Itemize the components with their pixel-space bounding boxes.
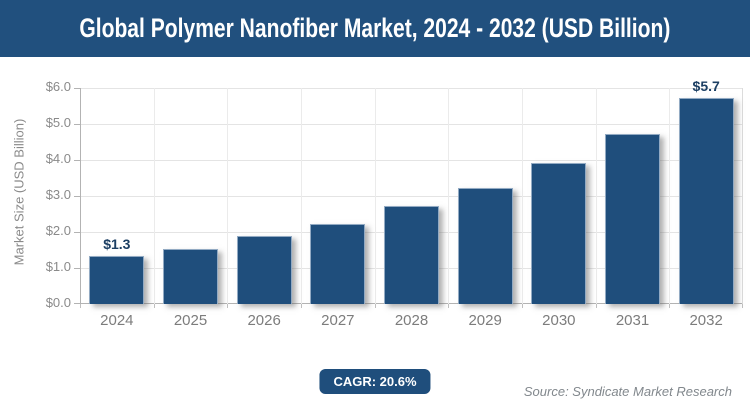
- gridline-v: [669, 88, 671, 304]
- x-tick-label: 2027: [321, 312, 355, 329]
- bar-2032: $5.7: [678, 78, 734, 304]
- bar-2029: [457, 187, 513, 304]
- gridline-v: [742, 88, 743, 304]
- gridline-v: [153, 88, 155, 304]
- gridline-v: [595, 88, 597, 304]
- gridline-h: [80, 88, 743, 89]
- x-axis-tick: [595, 304, 597, 308]
- bar-2025: [163, 249, 218, 304]
- chart-title-bar: Global Polymer Nanofiber Market, 2024 - …: [0, 0, 750, 57]
- y-tick-label: $5.0: [45, 115, 71, 130]
- y-axis-tick: [74, 160, 80, 161]
- bar-value-label: $5.7: [692, 77, 720, 94]
- x-axis-tick: [301, 304, 302, 308]
- gridline-v: [374, 88, 376, 304]
- x-tick-label: 2025: [173, 312, 208, 329]
- cagr-badge: CAGR: 20.6%: [319, 369, 431, 394]
- gridline-v: [448, 88, 450, 304]
- bar-2031: [605, 133, 660, 304]
- bar-2028: [384, 205, 439, 304]
- x-tick-label: 2031: [615, 312, 650, 329]
- x-axis-tick: [669, 304, 671, 308]
- gridline-h: [80, 160, 743, 161]
- bar-2024: $1.3: [89, 236, 145, 304]
- x-axis-tick: [742, 304, 743, 308]
- y-tick-label: $1.0: [45, 259, 71, 274]
- x-tick-label: 2029: [468, 312, 502, 329]
- y-axis-tick: [74, 88, 80, 89]
- plot-area: $1.3 $5.7: [74, 78, 743, 308]
- x-tick-label: 2024: [100, 312, 134, 329]
- gridline-v: [227, 88, 229, 304]
- x-axis-tick: [374, 304, 376, 308]
- y-axis-line: [80, 88, 81, 304]
- x-axis-tick: [153, 304, 155, 308]
- bar-2027: [310, 223, 366, 304]
- y-tick-label: $0.0: [45, 295, 71, 310]
- y-axis-tick: [74, 268, 80, 269]
- bar-2026: [236, 236, 292, 304]
- x-axis-tick: [227, 304, 229, 308]
- y-tick-label: $4.0: [45, 151, 71, 166]
- bar-value-label: $1.3: [103, 236, 131, 253]
- x-axis-tick: [448, 304, 450, 308]
- x-axis-tick: [522, 304, 523, 308]
- x-tick-label: 2028: [394, 312, 429, 329]
- bar-2030: [531, 162, 587, 304]
- source-note: Source: Syndicate Market Research: [523, 384, 732, 399]
- chart-title: Global Polymer Nanofiber Market, 2024 - …: [79, 13, 671, 43]
- gridline-v: [301, 88, 302, 304]
- y-tick-label: $2.0: [45, 223, 71, 238]
- x-axis-tick: [80, 304, 81, 308]
- gridline-h: [80, 196, 743, 197]
- gridline-h: [80, 124, 743, 125]
- gridline-v: [522, 88, 523, 304]
- y-axis-tick: [74, 124, 80, 125]
- x-tick-label: 2026: [247, 312, 281, 329]
- y-tick-label: $3.0: [45, 187, 71, 202]
- x-tick-label: 2030: [542, 312, 576, 329]
- y-axis-tick: [74, 196, 80, 197]
- y-axis-tick: [74, 303, 80, 304]
- x-tick-label: 2032: [689, 312, 723, 329]
- y-axis-tick: [74, 232, 80, 233]
- y-tick-label: $6.0: [45, 79, 71, 94]
